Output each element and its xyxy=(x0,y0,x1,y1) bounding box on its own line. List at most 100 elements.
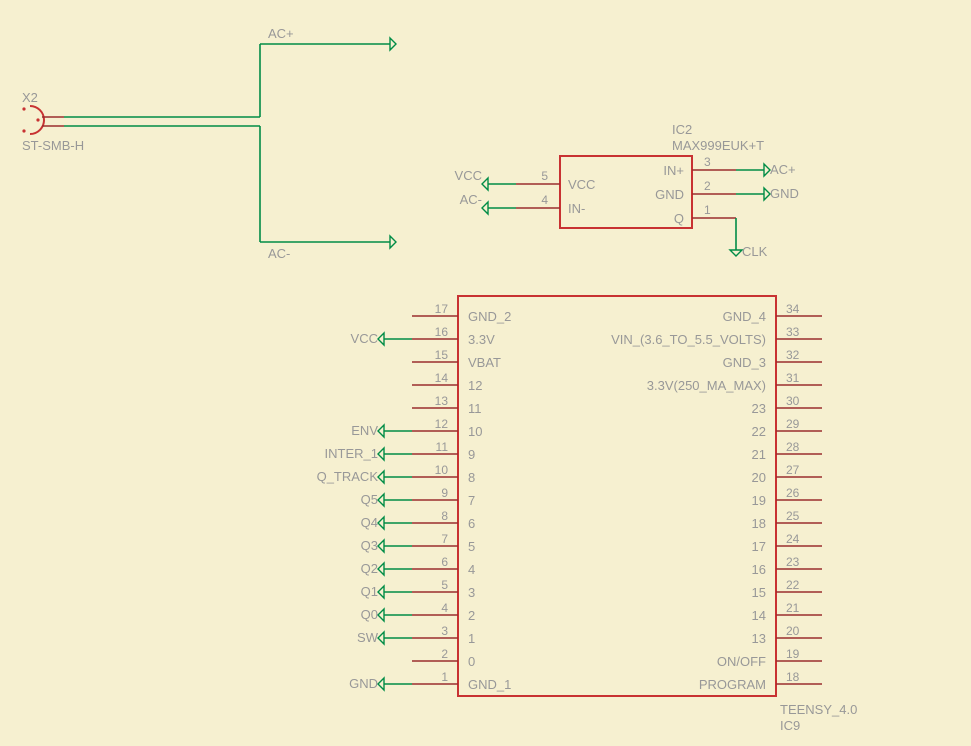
svg-text:29: 29 xyxy=(786,417,800,431)
svg-text:GND_4: GND_4 xyxy=(723,309,766,324)
svg-text:Q0: Q0 xyxy=(361,607,378,622)
svg-text:9: 9 xyxy=(468,447,475,462)
svg-text:GND: GND xyxy=(770,186,799,201)
svg-text:VCC: VCC xyxy=(455,168,482,183)
svg-text:12: 12 xyxy=(468,378,482,393)
svg-text:Q2: Q2 xyxy=(361,561,378,576)
svg-text:12: 12 xyxy=(435,417,449,431)
svg-text:33: 33 xyxy=(786,325,800,339)
svg-text:IN+: IN+ xyxy=(663,163,684,178)
svg-text:GND_3: GND_3 xyxy=(723,355,766,370)
svg-text:VIN_(3.6_TO_5.5_VOLTS): VIN_(3.6_TO_5.5_VOLTS) xyxy=(611,332,766,347)
svg-text:7: 7 xyxy=(441,532,448,546)
svg-text:3.3V: 3.3V xyxy=(468,332,495,347)
svg-text:5: 5 xyxy=(468,539,475,554)
svg-text:17: 17 xyxy=(435,302,449,316)
svg-text:1: 1 xyxy=(441,670,448,684)
svg-text:4: 4 xyxy=(468,562,475,577)
svg-text:1: 1 xyxy=(704,203,711,217)
svg-text:18: 18 xyxy=(786,670,800,684)
svg-text:4: 4 xyxy=(441,601,448,615)
svg-text:7: 7 xyxy=(468,493,475,508)
svg-text:Q3: Q3 xyxy=(361,538,378,553)
svg-text:Q5: Q5 xyxy=(361,492,378,507)
svg-text:GND_2: GND_2 xyxy=(468,309,511,324)
svg-text:19: 19 xyxy=(786,647,800,661)
svg-text:AC+: AC+ xyxy=(770,162,796,177)
svg-text:23: 23 xyxy=(786,555,800,569)
svg-text:6: 6 xyxy=(468,516,475,531)
svg-text:31: 31 xyxy=(786,371,800,385)
svg-text:27: 27 xyxy=(786,463,800,477)
svg-text:GND: GND xyxy=(655,187,684,202)
svg-text:28: 28 xyxy=(786,440,800,454)
teensy-ref: IC9 xyxy=(780,718,800,733)
svg-text:PROGRAM: PROGRAM xyxy=(699,677,766,692)
svg-text:25: 25 xyxy=(786,509,800,523)
svg-text:21: 21 xyxy=(752,447,766,462)
svg-text:5: 5 xyxy=(541,169,548,183)
svg-text:10: 10 xyxy=(435,463,449,477)
svg-text:8: 8 xyxy=(441,509,448,523)
svg-text:32: 32 xyxy=(786,348,800,362)
svg-text:23: 23 xyxy=(752,401,766,416)
svg-text:10: 10 xyxy=(468,424,482,439)
svg-text:GND_1: GND_1 xyxy=(468,677,511,692)
svg-text:3: 3 xyxy=(704,155,711,169)
svg-text:24: 24 xyxy=(786,532,800,546)
svg-text:20: 20 xyxy=(786,624,800,638)
svg-text:VCC: VCC xyxy=(568,177,595,192)
svg-text:30: 30 xyxy=(786,394,800,408)
x2-part: ST-SMB-H xyxy=(22,138,84,153)
x2-ref: X2 xyxy=(22,90,38,105)
svg-text:Q4: Q4 xyxy=(361,515,378,530)
svg-text:14: 14 xyxy=(752,608,766,623)
svg-text:ENV: ENV xyxy=(351,423,378,438)
svg-text:6: 6 xyxy=(441,555,448,569)
svg-text:3: 3 xyxy=(441,624,448,638)
teensy-part: TEENSY_4.0 xyxy=(780,702,857,717)
svg-text:IN-: IN- xyxy=(568,201,585,216)
svg-text:SW: SW xyxy=(357,630,379,645)
svg-text:8: 8 xyxy=(468,470,475,485)
svg-text:1: 1 xyxy=(468,631,475,646)
svg-text:4: 4 xyxy=(541,193,548,207)
svg-text:15: 15 xyxy=(752,585,766,600)
svg-text:26: 26 xyxy=(786,486,800,500)
net-ac-plus: AC+ xyxy=(268,26,294,41)
svg-text:CLK: CLK xyxy=(742,244,768,259)
svg-text:VBAT: VBAT xyxy=(468,355,501,370)
svg-text:INTER_1: INTER_1 xyxy=(325,446,378,461)
svg-text:11: 11 xyxy=(468,401,482,416)
svg-text:13: 13 xyxy=(435,394,449,408)
svg-text:2: 2 xyxy=(441,647,448,661)
svg-text:5: 5 xyxy=(441,578,448,592)
svg-text:16: 16 xyxy=(435,325,449,339)
svg-text:Q1: Q1 xyxy=(361,584,378,599)
svg-text:20: 20 xyxy=(752,470,766,485)
svg-text:19: 19 xyxy=(752,493,766,508)
svg-text:13: 13 xyxy=(752,631,766,646)
svg-text:GND: GND xyxy=(349,676,378,691)
svg-text:3: 3 xyxy=(468,585,475,600)
svg-text:21: 21 xyxy=(786,601,800,615)
svg-text:2: 2 xyxy=(704,179,711,193)
svg-text:15: 15 xyxy=(435,348,449,362)
svg-text:Q: Q xyxy=(674,211,684,226)
svg-text:18: 18 xyxy=(752,516,766,531)
svg-text:17: 17 xyxy=(752,539,766,554)
ic2-part: MAX999EUK+T xyxy=(672,138,764,153)
svg-text:34: 34 xyxy=(786,302,800,316)
schematic-canvas: X2 ST-SMB-H AC+ AC- IC2MAX999EUK+T 5 VCC VCC 4 IN… xyxy=(0,0,971,746)
svg-text:AC-: AC- xyxy=(460,192,482,207)
svg-text:3.3V(250_MA_MAX): 3.3V(250_MA_MAX) xyxy=(647,378,766,393)
svg-text:16: 16 xyxy=(752,562,766,577)
svg-text:2: 2 xyxy=(468,608,475,623)
svg-text:22: 22 xyxy=(786,578,800,592)
svg-text:9: 9 xyxy=(441,486,448,500)
net-ac-minus: AC- xyxy=(268,246,290,261)
svg-text:0: 0 xyxy=(468,654,475,669)
ic2-ref: IC2 xyxy=(672,122,692,137)
svg-text:Q_TRACK: Q_TRACK xyxy=(317,469,379,484)
svg-text:22: 22 xyxy=(752,424,766,439)
